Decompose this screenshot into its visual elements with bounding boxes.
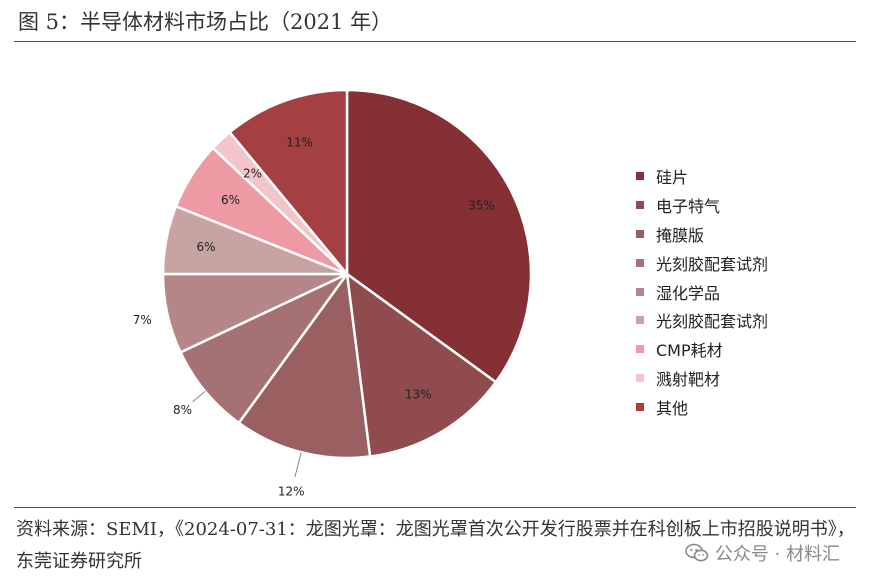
legend-swatch xyxy=(636,402,644,411)
figure-title: 图 5：半导体材料市场占比（2021 年） xyxy=(18,10,393,34)
slice-data-label: 13% xyxy=(405,387,432,401)
label-leader-line xyxy=(192,390,206,403)
legend-swatch xyxy=(636,201,644,210)
legend-item: 掩膜版 xyxy=(636,220,768,249)
legend-item: CMP耗材 xyxy=(636,335,768,364)
legend-swatch xyxy=(636,373,644,382)
legend-label: 光刻胶配套试剂 xyxy=(656,312,769,332)
legend-label: 其他 xyxy=(656,398,689,418)
pie-slice xyxy=(345,271,498,458)
watermark-text: 公众号 · 材料汇 xyxy=(714,544,840,565)
source-note: 资料来源：SEMI，《2024-07-31：龙图光罩：龙图光罩首次公开发行股票并… xyxy=(16,519,855,572)
watermark: 公众号 · 材料汇 xyxy=(685,540,840,566)
slice-data-label: 12% xyxy=(278,484,305,498)
legend-label: 电子特气 xyxy=(656,197,721,217)
legend-item: 光刻胶配套试剂 xyxy=(636,306,768,335)
slice-data-label: 2% xyxy=(243,166,262,180)
slice-data-label: 35% xyxy=(468,199,495,213)
legend-label: 掩膜版 xyxy=(656,225,705,245)
slice-data-label: 6% xyxy=(196,240,215,254)
legend-item: 溅射靶材 xyxy=(636,364,768,393)
legend-swatch xyxy=(636,345,644,354)
legend-swatch xyxy=(636,172,644,181)
legend-label: 溅射靶材 xyxy=(656,369,721,389)
pie-slice xyxy=(345,88,533,384)
wechat-icon xyxy=(685,543,709,562)
chart-legend: 硅片 电子特气 掩膜版 光刻胶配套试剂 湿化学品 光刻胶配套试剂 CMP耗材 溅射靶材 其他 xyxy=(636,162,768,421)
legend-label: 光刻胶配套试剂 xyxy=(656,254,769,274)
legend-item: 电子特气 xyxy=(636,191,768,220)
legend-swatch xyxy=(636,316,644,325)
legend-swatch xyxy=(636,287,644,296)
source-divider xyxy=(14,507,856,508)
legend-label: 湿化学品 xyxy=(656,283,721,303)
label-leader-line xyxy=(294,452,302,478)
pie-slice xyxy=(227,88,349,278)
legend-label: 硅片 xyxy=(656,168,689,188)
legend-swatch xyxy=(636,229,644,238)
legend-item: 硅片 xyxy=(636,162,768,191)
pie-slice xyxy=(237,270,372,460)
title-divider xyxy=(14,41,856,42)
legend-swatch xyxy=(636,258,644,267)
legend-item: 湿化学品 xyxy=(636,277,768,306)
pie-slice xyxy=(178,272,349,425)
legend-item: 光刻胶配套试剂 xyxy=(636,248,768,277)
slice-data-label: 6% xyxy=(221,193,240,207)
slice-data-label: 8% xyxy=(173,403,192,417)
legend-label: CMP耗材 xyxy=(656,341,723,361)
slice-data-label: 7% xyxy=(133,313,152,327)
legend-item: 其他 xyxy=(636,392,768,421)
slice-data-label: 11% xyxy=(286,135,313,149)
